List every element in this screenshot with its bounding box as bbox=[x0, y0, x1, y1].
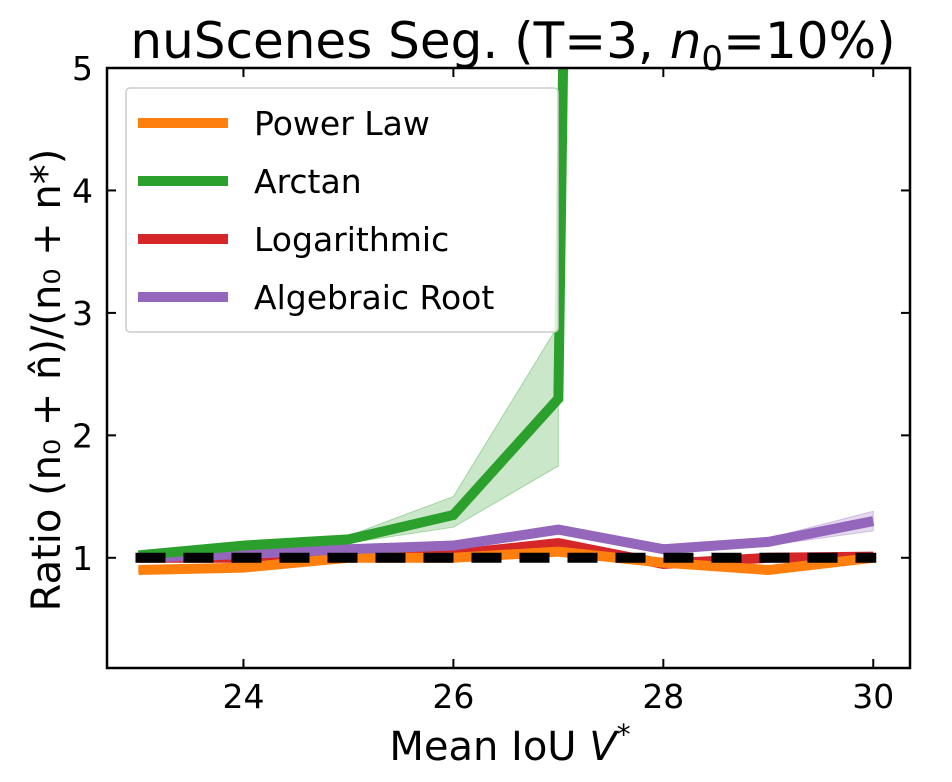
x-tick-label-26: 26 bbox=[432, 677, 474, 716]
x-tick-label-28: 28 bbox=[642, 677, 684, 716]
y-tick-label-3: 3 bbox=[72, 294, 93, 333]
x-axis-label-sup: * bbox=[617, 718, 631, 751]
x-tick-label-24: 24 bbox=[222, 677, 264, 716]
axis-ticks: 24 26 28 30 1 2 3 4 5 bbox=[72, 49, 910, 716]
x-axis-label-text: Mean IoU bbox=[389, 724, 589, 770]
chart-title: nuScenes Seg. (T=3, n0=10%) bbox=[130, 12, 895, 79]
legend-box bbox=[125, 87, 559, 333]
y-tick-label-5: 5 bbox=[72, 49, 93, 88]
legend-label-arctan: Arctan bbox=[254, 162, 362, 201]
plot-frame bbox=[105, 66, 912, 670]
x-axis-label: Mean IoU V* bbox=[389, 718, 630, 770]
title-main: nuScenes Seg. (T=3, bbox=[130, 12, 669, 70]
legend: Power Law Arctan Logarithmic Algebraic Root bbox=[125, 87, 559, 333]
legend-label-logarithmic: Logarithmic bbox=[254, 220, 449, 259]
y-tick-label-1: 1 bbox=[72, 539, 93, 578]
legend-label-algebraic-root: Algebraic Root bbox=[254, 278, 494, 317]
title-subscript: 0 bbox=[701, 39, 723, 79]
x-axis-label-var: V bbox=[589, 724, 619, 770]
band-arctan bbox=[137, 323, 559, 559]
y-tick-label-4: 4 bbox=[72, 171, 93, 210]
title-tail: =10%) bbox=[723, 12, 896, 70]
x-tick-label-30: 30 bbox=[852, 677, 894, 716]
line-arctan bbox=[138, 68, 569, 561]
legend-label-power-law: Power Law bbox=[254, 104, 430, 143]
y-tick-label-2: 2 bbox=[72, 416, 93, 455]
y-axis-label: Ratio (n₀ + n̂)/(n₀ + n*) bbox=[24, 149, 70, 612]
line-power-law bbox=[138, 546, 874, 576]
title-var: n bbox=[670, 12, 702, 70]
